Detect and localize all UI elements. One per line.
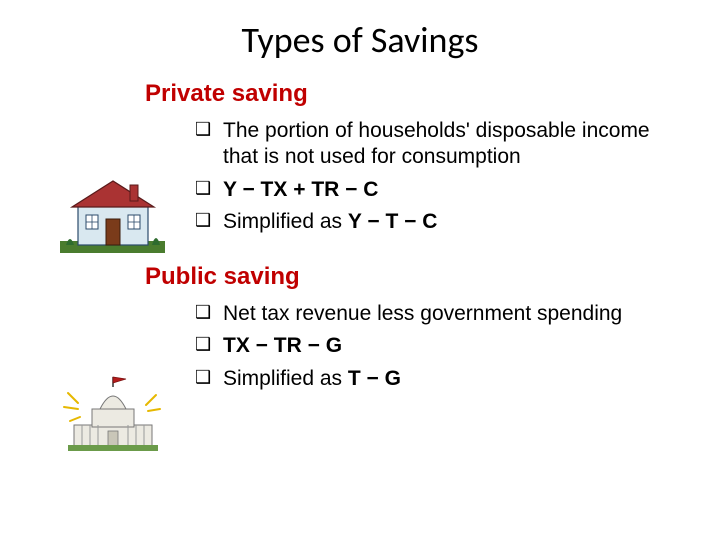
section-heading-public: Public saving <box>145 263 720 291</box>
list-item: Net tax revenue less government spending <box>195 301 690 327</box>
simplified-prefix: Simplified as <box>223 367 348 390</box>
formula-text: Y − TX + TR − C <box>223 178 378 201</box>
section-heading-private: Private saving <box>145 80 720 108</box>
list-item: The portion of households' disposable in… <box>195 118 690 171</box>
list-item: Simplified as Y − T − C <box>195 209 690 235</box>
formula-text: T − G <box>348 367 401 390</box>
private-bullet-list: The portion of households' disposable in… <box>195 118 690 235</box>
page-title: Types of Savings <box>0 18 720 62</box>
list-item: Y − TX + TR − C <box>195 177 690 203</box>
list-item: TX − TR − G <box>195 333 690 359</box>
simplified-prefix: Simplified as <box>223 210 348 233</box>
formula-text: TX − TR − G <box>223 334 342 357</box>
formula-text: Y − T − C <box>348 210 438 233</box>
public-bullet-list: Net tax revenue less government spending… <box>195 301 690 392</box>
capitol-icon <box>60 373 165 453</box>
list-item: Simplified as T − G <box>195 366 690 392</box>
house-icon <box>60 173 165 253</box>
